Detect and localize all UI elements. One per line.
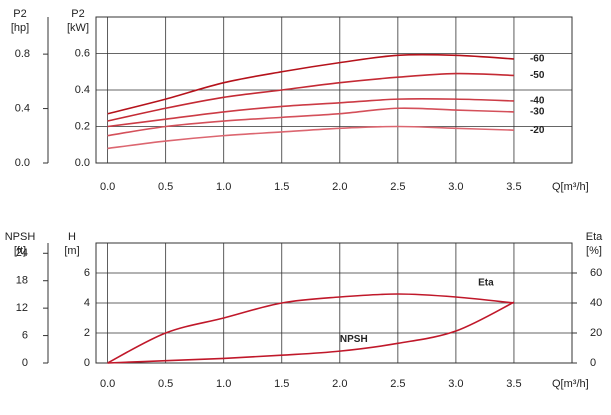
x-axis-label: Q[m³/h] xyxy=(552,378,589,390)
x-tick-label: 3.0 xyxy=(448,181,463,193)
series-label: -50 xyxy=(530,70,545,81)
curve xyxy=(107,301,515,364)
axis-title: [hp] xyxy=(11,22,29,34)
axis-title: [kW] xyxy=(67,22,89,34)
x-tick-label: 1.0 xyxy=(216,378,231,390)
x-tick-label: 2.0 xyxy=(332,378,347,390)
axis-title: NPSH xyxy=(5,231,36,243)
y-tick-label: 0 xyxy=(590,357,596,369)
y-tick-label: 18 xyxy=(16,275,28,287)
x-tick-label: 0.5 xyxy=(158,378,173,390)
series-label: Eta xyxy=(478,278,494,289)
y-tick-label: 0.4 xyxy=(15,102,30,114)
y-tick-label: 0.6 xyxy=(75,47,90,59)
axis-title: P2 xyxy=(13,8,26,20)
x-tick-label: 2.0 xyxy=(332,181,347,193)
axis-title: [ft] xyxy=(14,245,26,257)
series-label: -30 xyxy=(530,107,545,118)
y-tick-label: 0.4 xyxy=(75,84,90,96)
series-label: -60 xyxy=(530,54,545,65)
curve xyxy=(107,125,514,150)
y-tick-label: 12 xyxy=(16,302,28,314)
y-tick-label: 6 xyxy=(22,329,28,341)
y-tick-label: 4 xyxy=(84,297,90,309)
x-tick-label: 1.0 xyxy=(216,181,231,193)
series-label: -20 xyxy=(530,125,545,136)
x-tick-label: 2.5 xyxy=(390,181,405,193)
x-tick-label: 3.5 xyxy=(506,181,521,193)
y-tick-label: 0.0 xyxy=(15,157,30,169)
x-tick-label: 3.5 xyxy=(506,378,521,390)
axis-title: [%] xyxy=(586,245,602,257)
axis-title: Eta xyxy=(586,231,603,243)
curve xyxy=(107,53,515,115)
curve xyxy=(107,72,514,122)
y-tick-label: 2 xyxy=(84,327,90,339)
axis-title: P2 xyxy=(71,8,84,20)
x-tick-label: 2.5 xyxy=(390,378,405,390)
axis-title: [m] xyxy=(64,245,79,257)
x-tick-label: 3.0 xyxy=(448,378,463,390)
x-tick-label: 1.5 xyxy=(274,378,289,390)
x-tick-label: 0.5 xyxy=(158,181,173,193)
y-tick-label: 6 xyxy=(84,267,90,279)
y-tick-label: 40 xyxy=(590,297,602,309)
axis-title: H xyxy=(68,231,76,243)
y-tick-label: 60 xyxy=(590,267,602,279)
series-label: -40 xyxy=(530,96,545,107)
y-tick-label: 24 xyxy=(16,247,28,259)
x-tick-label: 0.0 xyxy=(100,181,115,193)
curve xyxy=(107,107,514,137)
y-tick-label: 0.2 xyxy=(75,120,90,132)
series-label: NPSH xyxy=(340,334,368,345)
y-tick-label: 0 xyxy=(84,357,90,369)
y-tick-label: 0 xyxy=(22,357,28,369)
curve xyxy=(107,293,515,364)
y-tick-label: 0.8 xyxy=(15,48,30,60)
curve xyxy=(107,97,514,128)
x-tick-label: 1.5 xyxy=(274,181,289,193)
y-tick-label: 20 xyxy=(590,327,602,339)
x-axis-label: Q[m³/h] xyxy=(552,181,589,193)
y-tick-label: 0.0 xyxy=(75,157,90,169)
x-tick-label: 0.0 xyxy=(100,378,115,390)
